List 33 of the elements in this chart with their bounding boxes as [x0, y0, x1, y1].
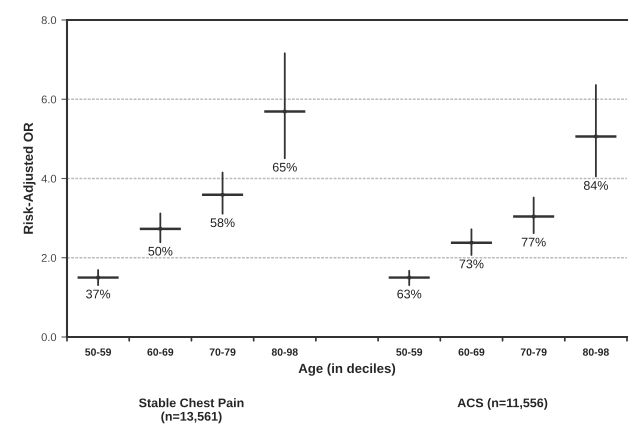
annotation: 37%: [86, 290, 110, 298]
annotation: 58%: [210, 218, 235, 228]
x-tick-label: 50-59: [396, 348, 422, 356]
annotation: 73%: [460, 259, 484, 268]
y-tick-label: 4.0: [41, 174, 56, 183]
x-axis-title: Age (in deciles): [298, 363, 396, 376]
x-tick-label: 60-69: [147, 348, 174, 356]
point: [470, 240, 474, 244]
point: [220, 193, 224, 196]
point: [96, 276, 100, 280]
x-tick-label: 70-79: [520, 348, 547, 356]
x-tick-label: 70-79: [210, 348, 236, 356]
y-tick-label: 0.0: [42, 333, 56, 342]
x-tick-label: 60-69: [458, 348, 484, 356]
x-tick-label: 80-98: [582, 348, 609, 356]
annotation: 65%: [272, 162, 297, 172]
y-tick-label: 2.0: [42, 254, 56, 262]
point: [158, 227, 162, 231]
text: Stable Chest Pain (n=13,561): [139, 398, 244, 424]
text: ACS (n=11,556): [458, 398, 548, 410]
point: [594, 134, 598, 138]
point: [408, 276, 411, 280]
point: [283, 110, 286, 114]
point: [532, 214, 536, 218]
annotation: 84%: [584, 181, 608, 190]
x-tick-label: 80-98: [272, 348, 298, 356]
x-tick-label: 50-59: [85, 348, 112, 356]
annotation: 63%: [397, 290, 422, 298]
annotation: 77%: [522, 238, 546, 246]
annotation: 50%: [148, 246, 172, 256]
y-axis-title: Risk-Adjusted OR: [23, 122, 36, 234]
y-tick-label: 8.0: [42, 16, 56, 24]
y-tick-label: 6.0: [42, 96, 56, 104]
